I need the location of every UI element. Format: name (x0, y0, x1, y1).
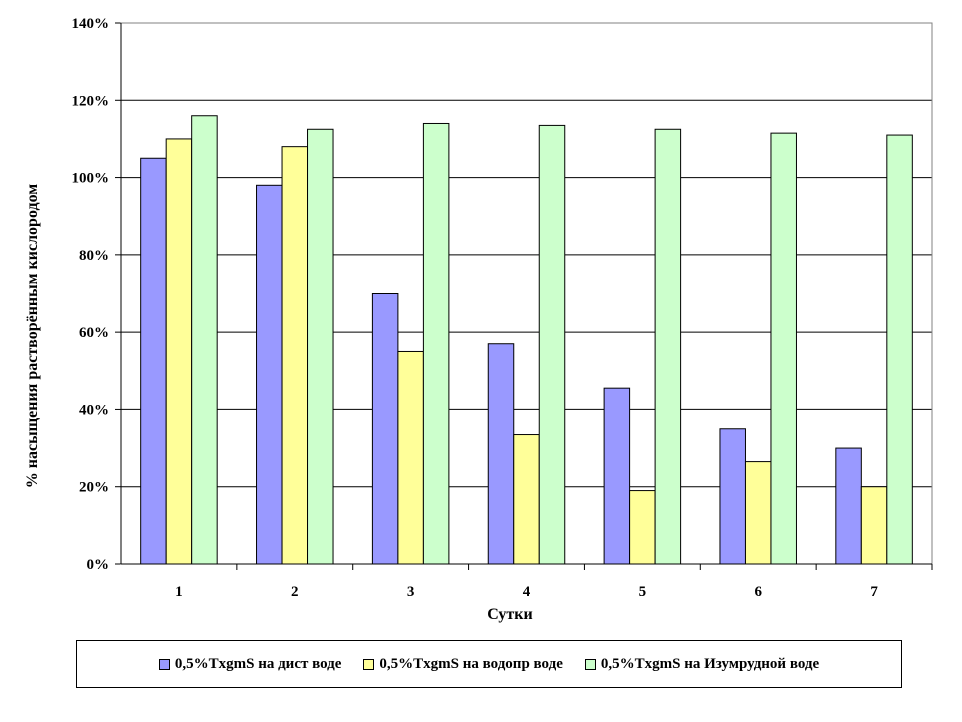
legend-swatch-series-3 (584, 658, 596, 670)
x-axis-title: Сутки (487, 606, 532, 623)
x-tick-label: 7 (870, 584, 878, 600)
y-tick-label: 120% (72, 93, 110, 109)
y-axis-title: % насыщения растворённым кислородом (24, 184, 41, 488)
legend-item-series-3: 0,5%TxgmS на Изумрудной воде (584, 655, 820, 673)
legend-label-series-2: 0,5%TxgmS на водопр воде (379, 655, 563, 672)
x-tick-label: 5 (639, 584, 647, 600)
bar-series-3-day-5 (654, 128, 682, 565)
grid-lines (121, 22, 932, 488)
x-tick-label: 2 (291, 584, 299, 600)
y-tick-label: 40% (79, 402, 109, 418)
bar-series-2-day-4 (513, 434, 540, 565)
legend-item-series-2: 0,5%TxgmS на водопр воде (363, 655, 563, 673)
x-tick-label: 4 (523, 584, 531, 600)
bar-series-2-day-1 (165, 138, 193, 565)
legend-label-series-1: 0,5%TxgmS на дист воде (174, 655, 342, 672)
bar-series-1-day-4 (487, 343, 515, 565)
x-tick-label: 1 (175, 584, 183, 600)
legend-swatch-series-1 (158, 658, 170, 670)
legend-label-series-3: 0,5%TxgmS на Изумрудной воде (600, 655, 820, 672)
bar-series-2-day-6 (744, 461, 772, 565)
legend-swatch-series-2 (363, 658, 375, 670)
bar-series-1-day-1 (140, 157, 167, 565)
bar-series-2-day-7 (860, 486, 888, 565)
bar-series-2-day-2 (281, 146, 309, 565)
y-tick-label: 20% (79, 480, 109, 496)
bar-series-3-day-2 (307, 128, 334, 565)
bar-series-1-day-3 (371, 293, 399, 565)
bar-series-1-day-5 (603, 387, 631, 565)
bar-series-3-day-1 (191, 115, 218, 565)
bar-series-3-day-6 (770, 132, 797, 565)
y-tick-label: 60% (79, 325, 109, 341)
y-tick-label: 0% (87, 557, 110, 573)
x-tick-label: 6 (754, 584, 762, 600)
legend: 0,5%TxgmS на дист воде 0,5%TxgmS на водо… (76, 640, 902, 688)
bar-series-3-day-4 (538, 124, 566, 565)
axes (115, 22, 933, 570)
y-tick-label: 140% (72, 16, 110, 32)
bars (140, 115, 913, 565)
legend-item-series-1: 0,5%TxgmS на дист воде (158, 655, 342, 673)
bar-series-3-day-7 (886, 134, 913, 565)
y-tick-label: 80% (79, 248, 109, 264)
bar-series-1-day-2 (256, 184, 283, 565)
tick-labels: 0% 20% 40% 60% 80% 100% 120% 140% 1 2 3 4 5 6 7 (72, 16, 879, 600)
bar-series-1-day-6 (719, 428, 746, 565)
y-tick-label: 100% (72, 171, 110, 187)
x-tick-label: 3 (407, 584, 415, 600)
bar-series-2-day-5 (629, 490, 656, 565)
bar-series-1-day-7 (835, 447, 862, 565)
bar-series-2-day-3 (397, 350, 424, 565)
bar-series-3-day-3 (422, 122, 450, 565)
